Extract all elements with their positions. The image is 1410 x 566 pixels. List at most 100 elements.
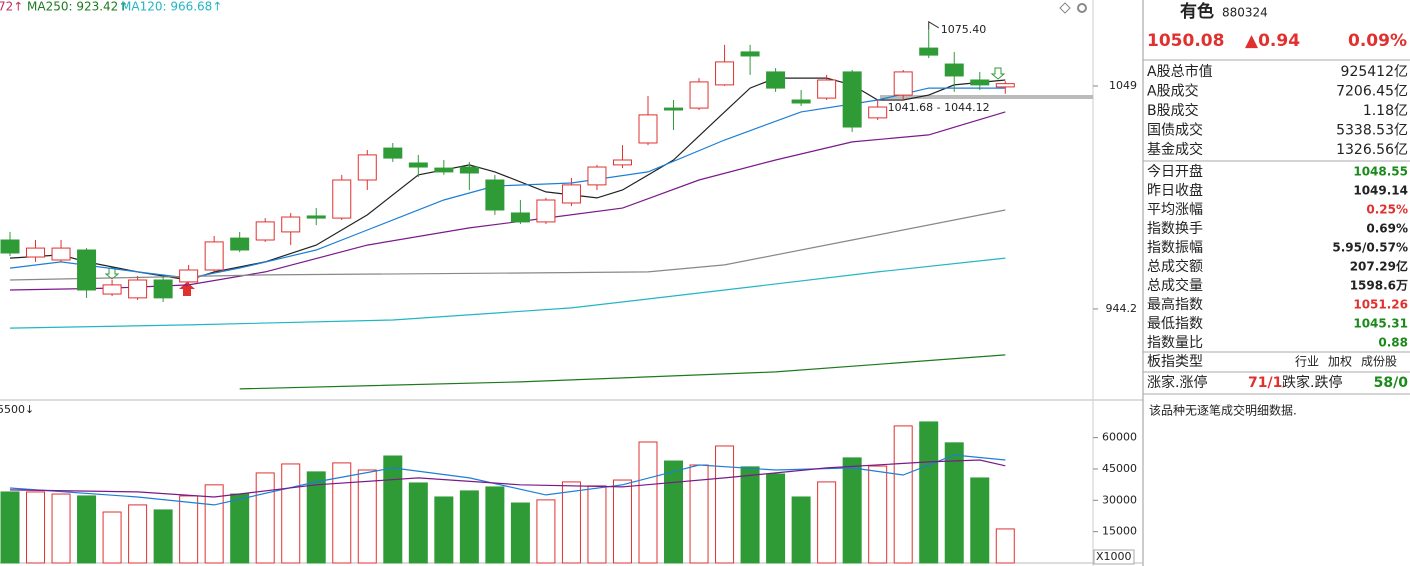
- volume-bar: [332, 462, 352, 564]
- sector-option[interactable]: 成份股: [1361, 355, 1397, 369]
- y-tick-label: 45000: [1102, 462, 1137, 475]
- volume-bar: [791, 496, 811, 564]
- volume-bar: [408, 482, 428, 564]
- candle-body: [434, 167, 454, 173]
- candle-body: [587, 166, 607, 186]
- market-label: 国债成交: [1147, 122, 1203, 139]
- breadth-up-value: 71/1: [1248, 375, 1282, 391]
- market-value: 5338.53亿: [1336, 123, 1408, 139]
- candle-body: [510, 212, 530, 223]
- volume-bar: [664, 460, 684, 564]
- sector-option[interactable]: 行业: [1295, 355, 1319, 369]
- volume-bar: [766, 473, 786, 564]
- candle-body: [919, 47, 939, 56]
- candle-body: [485, 179, 505, 211]
- market-label: B股成交: [1147, 102, 1199, 119]
- candle-body: [179, 269, 199, 283]
- price-change: ▲0.94: [1245, 31, 1300, 51]
- stat-value: 1598.6万: [1350, 279, 1408, 293]
- candle-body: [664, 107, 684, 111]
- market-value: 925412亿: [1341, 64, 1408, 80]
- legend-entry: MA120: 966.68↑: [121, 0, 222, 14]
- volume-bar: [995, 528, 1015, 564]
- market-value: 1326.56亿: [1336, 142, 1408, 158]
- stat-label: 总成交额: [1147, 258, 1203, 275]
- candle-body: [281, 216, 301, 233]
- candle-body: [255, 221, 275, 241]
- unit-box: [1093, 549, 1135, 565]
- y-tick-label: 30000: [1102, 493, 1137, 506]
- volume-bar: [510, 502, 530, 564]
- stat-label: 指数换手: [1147, 220, 1203, 237]
- volume-bar: [868, 465, 888, 564]
- candle-body: [0, 239, 20, 254]
- stat-label: 昨日收盘: [1147, 182, 1203, 199]
- volume-bar: [459, 490, 479, 564]
- candle-body: [153, 279, 173, 299]
- candle-body: [51, 247, 71, 261]
- stat-value: 1049.14: [1353, 184, 1408, 198]
- legend-entry: MA250: 923.42↑: [27, 0, 128, 14]
- volume-bar: [740, 466, 760, 564]
- volume-bar: [536, 499, 556, 564]
- breadth-down-label: 跌家.跌停: [1282, 374, 1342, 391]
- stat-value: 5.95/0.57%: [1332, 241, 1408, 255]
- legend-fragment: 72↑: [0, 0, 23, 14]
- ma-line: [239, 354, 1006, 390]
- volume-bar: [51, 493, 71, 564]
- volume-bar: [485, 486, 505, 564]
- sector-option[interactable]: 加权: [1328, 355, 1352, 369]
- candle-body: [306, 215, 326, 219]
- breadth-down-value: 58/0: [1374, 375, 1409, 391]
- volume-bar: [230, 493, 250, 564]
- market-value: 7206.45亿: [1336, 84, 1408, 100]
- candle-body: [995, 83, 1015, 88]
- volume-bar: [638, 441, 658, 564]
- diamond-icon[interactable]: [1059, 2, 1071, 14]
- unit-label: X1000: [1096, 550, 1132, 563]
- volume-bar: [383, 455, 403, 564]
- change-percent: 0.09%: [1348, 31, 1407, 51]
- candle-body: [77, 249, 97, 291]
- volume-bar: [842, 457, 862, 564]
- volume-bar: [561, 481, 581, 564]
- volume-bar: [817, 481, 837, 564]
- ma-line: [9, 459, 1006, 498]
- candle-body: [791, 99, 811, 104]
- high-annotation: 1075.40: [941, 23, 987, 36]
- stat-label: 指数量比: [1147, 335, 1203, 351]
- volume-bar: [612, 479, 632, 564]
- volume-bar: [77, 495, 97, 564]
- y-tick-label: 60000: [1102, 431, 1137, 444]
- volume-bar: [153, 509, 173, 564]
- breadth-up-label: 涨家.涨停: [1147, 374, 1207, 391]
- candle-body: [842, 71, 862, 128]
- stat-label: 最高指数: [1147, 296, 1203, 313]
- market-label: A股总市值: [1147, 63, 1213, 80]
- market-label: A股成交: [1147, 83, 1199, 100]
- stat-value: 1045.31: [1353, 317, 1408, 331]
- ma-line: [9, 87, 1006, 279]
- candle-body: [740, 51, 760, 57]
- y-tick-label: 15000: [1102, 525, 1137, 538]
- range-annotation: 1041.68 - 1044.12: [888, 101, 990, 114]
- settings-icon[interactable]: [1077, 3, 1087, 13]
- stat-label: 今日开盘: [1147, 163, 1203, 180]
- sell-arrow: [990, 67, 1006, 80]
- candle-body: [638, 114, 658, 144]
- volume-bar: [306, 471, 326, 564]
- candle-body: [102, 284, 122, 295]
- price-band: [880, 95, 1093, 99]
- candle-body: [689, 81, 709, 109]
- volume-bar: [26, 491, 46, 564]
- candle-body: [459, 166, 479, 174]
- ma-line: [9, 454, 1006, 506]
- candle-body: [332, 179, 352, 219]
- volume-bar: [587, 485, 607, 564]
- annotation-pointer: [928, 20, 939, 30]
- volume-bar: [179, 495, 199, 564]
- volume-bar: [434, 496, 454, 564]
- volume-bar: [255, 472, 275, 564]
- candle-body: [204, 241, 224, 271]
